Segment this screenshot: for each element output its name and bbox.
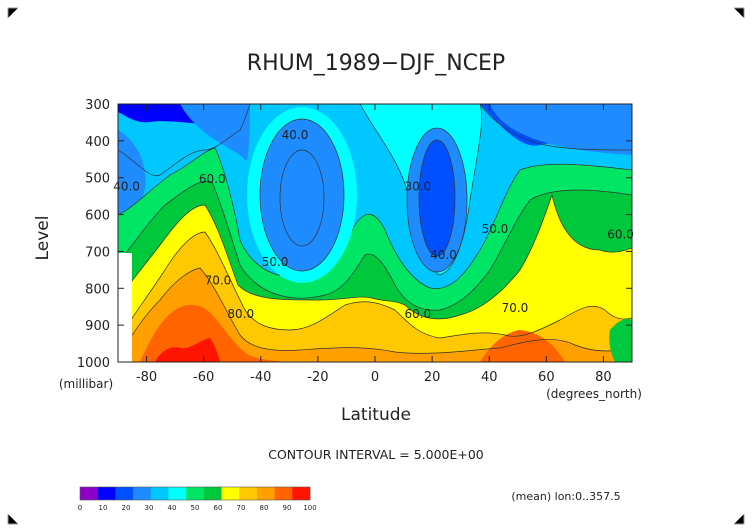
contour-label: 80.0 xyxy=(227,307,254,321)
legend-swatch xyxy=(150,487,169,500)
contour-label: 30.0 xyxy=(404,180,431,194)
x-axis-label: Latitude xyxy=(341,405,411,425)
plot-area xyxy=(118,104,632,362)
x-tick-label: -80 xyxy=(136,370,157,385)
corner-marks xyxy=(7,7,745,525)
legend-tick-label: 20 xyxy=(122,504,131,512)
contour-label: 70.0 xyxy=(205,274,232,288)
legend-swatch xyxy=(221,487,240,500)
x-tick-label: 0 xyxy=(371,370,379,385)
fill-80-90 xyxy=(118,232,632,362)
legend-tick-label: 10 xyxy=(99,504,108,512)
legend-swatch xyxy=(168,487,187,500)
legend-swatch xyxy=(80,487,98,500)
y-tick-label: 800 xyxy=(85,282,110,297)
x-tick-label: -20 xyxy=(307,370,328,385)
contour-label: 50.0 xyxy=(482,222,509,236)
legend-swatch xyxy=(186,487,205,500)
contour-label: 40.0 xyxy=(430,248,457,262)
legend-tick-label: 60 xyxy=(214,504,223,512)
legend-swatch xyxy=(115,487,134,500)
y-tick-label: 400 xyxy=(85,135,110,150)
legend-swatch xyxy=(97,487,116,500)
legend-swatch xyxy=(292,487,311,500)
contour-label: 40.0 xyxy=(113,180,140,194)
contour-label: 60.0 xyxy=(607,228,634,242)
legend-tick-label: 70 xyxy=(237,504,246,512)
x-units: (degrees_north) xyxy=(546,387,642,401)
contour-label: 40.0 xyxy=(282,128,309,142)
y-tick-label: 600 xyxy=(85,209,110,224)
x-tick-label: -60 xyxy=(193,370,214,385)
y-axis-label: Level xyxy=(33,216,53,261)
contour-label: 50.0 xyxy=(262,255,289,269)
y-tick-label: 500 xyxy=(85,172,110,187)
legend-tick-label: 90 xyxy=(283,504,292,512)
y-tick-label: 900 xyxy=(85,319,110,334)
contour-label: 70.0 xyxy=(502,301,529,315)
legend-tick-label: 40 xyxy=(168,504,177,512)
legend-swatch xyxy=(256,487,275,500)
y-tick-label: 300 xyxy=(85,98,110,113)
legend-tick-label: 50 xyxy=(191,504,200,512)
contour-labels: 40.0 40.0 60.0 50.0 70.0 80.0 30.0 40.0 50.0 60.0… xyxy=(113,128,634,321)
legend-tick-label: 80 xyxy=(260,504,269,512)
y-tick-label: 1000 xyxy=(77,356,110,371)
legend-tick-label: 30 xyxy=(145,504,154,512)
chart-title: RHUM_1989−DJF_NCEP xyxy=(247,51,505,76)
y-units: (millibar) xyxy=(59,377,113,391)
x-tick-label: 60 xyxy=(538,370,555,385)
contour-interval-text: CONTOUR INTERVAL = 5.000E+00 xyxy=(268,447,484,462)
legend-swatch xyxy=(133,487,152,500)
longitude-range-note: (mean) lon:0..357.5 xyxy=(511,490,620,503)
y-tick-label: 700 xyxy=(85,245,110,260)
x-tick-label: -40 xyxy=(250,370,271,385)
axes: -80 -60 -40 -20 0 20 40 60 80 300 400 500 600 700 800 9… xyxy=(77,98,632,385)
x-tick-label: 20 xyxy=(424,370,441,385)
x-tick-label: 40 xyxy=(481,370,498,385)
contour-label: 60.0 xyxy=(199,172,226,186)
color-legend: 0 10 20 30 40 50 60 70 80 90 100 xyxy=(78,486,317,512)
legend-swatch xyxy=(274,487,293,500)
legend-frame xyxy=(79,486,311,501)
legend-tick-label: 0 xyxy=(78,504,82,512)
contour-lines xyxy=(118,104,632,356)
legend-swatch xyxy=(239,487,258,500)
contour-label: 60.0 xyxy=(404,307,431,321)
legend-swatch xyxy=(203,487,222,500)
x-tick-label: 80 xyxy=(595,370,612,385)
legend-tick-label: 100 xyxy=(303,504,316,512)
